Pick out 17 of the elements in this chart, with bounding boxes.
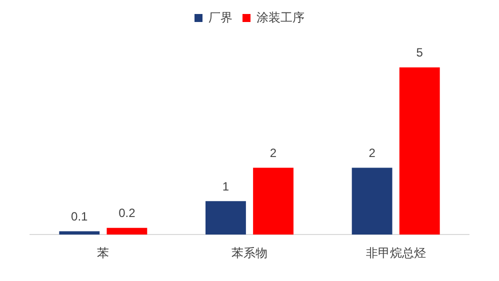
- data-label: 0.2: [118, 206, 136, 220]
- bar: [59, 231, 100, 235]
- x-tick-label: 非甲烷总烃: [366, 246, 426, 260]
- bar: [399, 67, 440, 235]
- legend-label: 厂界: [208, 10, 232, 24]
- x-tick-label: 苯系物: [232, 246, 268, 260]
- x-tick-label: 苯: [97, 246, 110, 260]
- data-label: 0.1: [71, 210, 88, 224]
- data-label: 1: [222, 179, 230, 194]
- legend-label: 涂装工序: [256, 10, 304, 24]
- bar: [253, 168, 294, 235]
- bar: [206, 201, 246, 235]
- data-label: 2: [270, 146, 277, 160]
- data-label: 2: [368, 146, 376, 160]
- data-label: 5: [416, 46, 424, 60]
- bar: [106, 228, 148, 235]
- bar: [352, 168, 392, 235]
